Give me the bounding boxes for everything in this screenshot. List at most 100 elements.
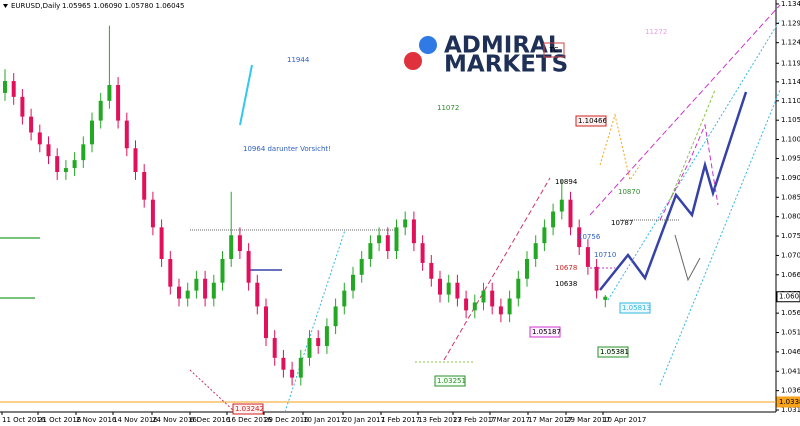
y-tick-label: 1.11480 [781,78,800,86]
annotation-box [529,326,561,338]
annotation: 10756 [578,233,601,241]
badge: TC [549,46,559,54]
candle-body [429,262,434,279]
candle-body [438,278,442,295]
candle-body [446,282,451,295]
candle-body [203,278,208,299]
badge-box [543,42,565,58]
candle-body [594,266,599,291]
y-tick-label: 1.11950 [781,59,800,67]
candle-body [394,227,399,252]
y-tick-label: 1.03180 [781,406,800,414]
annotation: 10787 [611,219,633,227]
candle-body [46,144,51,157]
candle-body [585,247,590,267]
arrow-line [239,64,253,126]
x-tick-label: 11 Oct 2016 [2,416,46,424]
annotation-box [434,375,466,387]
y-tick-label: 1.10020 [781,136,800,144]
x-tick-label: 29 Mar 2017 [566,416,610,424]
chart-title: EURUSD,Daily [11,2,60,10]
candle-body [81,144,86,161]
candle-body [72,160,77,169]
candle-body [377,235,382,244]
price-label-box [776,396,800,408]
trend-line [443,177,551,361]
annotation: 1.03242 [235,405,264,413]
candle-body [551,211,556,228]
candle-body [507,298,512,315]
candle-body [194,278,199,291]
annotation: 1.03251 [437,377,466,385]
x-tick-label: 17 Mar 2017 [528,416,572,424]
candle-body [498,306,503,315]
annotation-box [232,403,264,415]
annotation: 10964 darunter Vorsicht! [243,145,331,153]
x-tick-label: 23 Feb 2017 [453,416,497,424]
annotation: 1.05813 [622,304,651,312]
x-tick-label: 1 Feb 2017 [381,416,420,424]
x-tick-label: 10 Jan 2017 [303,416,345,424]
annotation-box [597,346,629,358]
candle-body [63,168,68,172]
candle-body [150,199,155,228]
candle-body [290,369,295,378]
x-tick-label: 6 Dec 2016 [190,416,231,424]
candle-body [351,274,355,291]
candle-body [246,251,251,283]
candle-body [464,298,469,311]
candle-body [525,258,529,279]
candle-body [568,199,573,228]
drawings [0,4,781,413]
annotation: 10638 [555,280,577,288]
brand-line: ADMIRAL [444,33,563,59]
x-tick-label: 10 Apr 2017 [603,416,646,424]
x-tick-label: 16 Dec 2016 [227,416,272,424]
candle-body [98,100,103,121]
candle-body [133,148,138,172]
y-tick-label: 1.04160 [781,367,800,375]
y-tick-label: 1.03670 [781,387,800,395]
price-label-box [776,291,800,303]
candle-body [281,357,286,370]
candle-body [542,227,547,244]
channel-line [659,89,781,386]
candle-body [577,227,582,248]
projection-line [599,91,748,291]
y-tick-label: 1.11000 [781,97,800,105]
candle-body [298,357,303,378]
y-tick-label: 1.08560 [781,193,800,201]
logo-dot [404,52,422,70]
candle-body [168,258,173,287]
channel-line [607,19,781,301]
candle-body [185,290,190,299]
candle-body [324,326,329,346]
annotation: 10870 [618,188,640,196]
candle-body [237,235,242,252]
annotation-box [619,302,651,314]
y-tick-label: 1.07580 [781,232,800,240]
y-tick-label: 1.05630 [781,309,800,317]
wave-line [659,123,719,221]
candle-body [229,235,234,259]
y-tick-label: 1.10510 [781,116,800,124]
candle-body [29,116,34,133]
menu-arrow [3,4,8,8]
candle-body [316,338,321,346]
candle-body [272,338,277,358]
candle-body [385,235,390,252]
candle-body [211,282,216,299]
channel-line [589,4,781,216]
x-tick-label: 7 Mar 2017 [490,416,530,424]
candle-body [359,258,364,275]
y-tick-label: 1.08070 [781,213,800,221]
price-label: 1.03384 [779,398,800,406]
candle-body [3,81,7,93]
annotation: 1.05381 [600,348,629,356]
candle-body [333,306,338,327]
y-tick-label: 1.12960 [781,19,800,27]
y-tick-label: 1.12470 [781,39,800,47]
price-label: 1.06045 [779,293,800,301]
candle-body [307,338,312,358]
